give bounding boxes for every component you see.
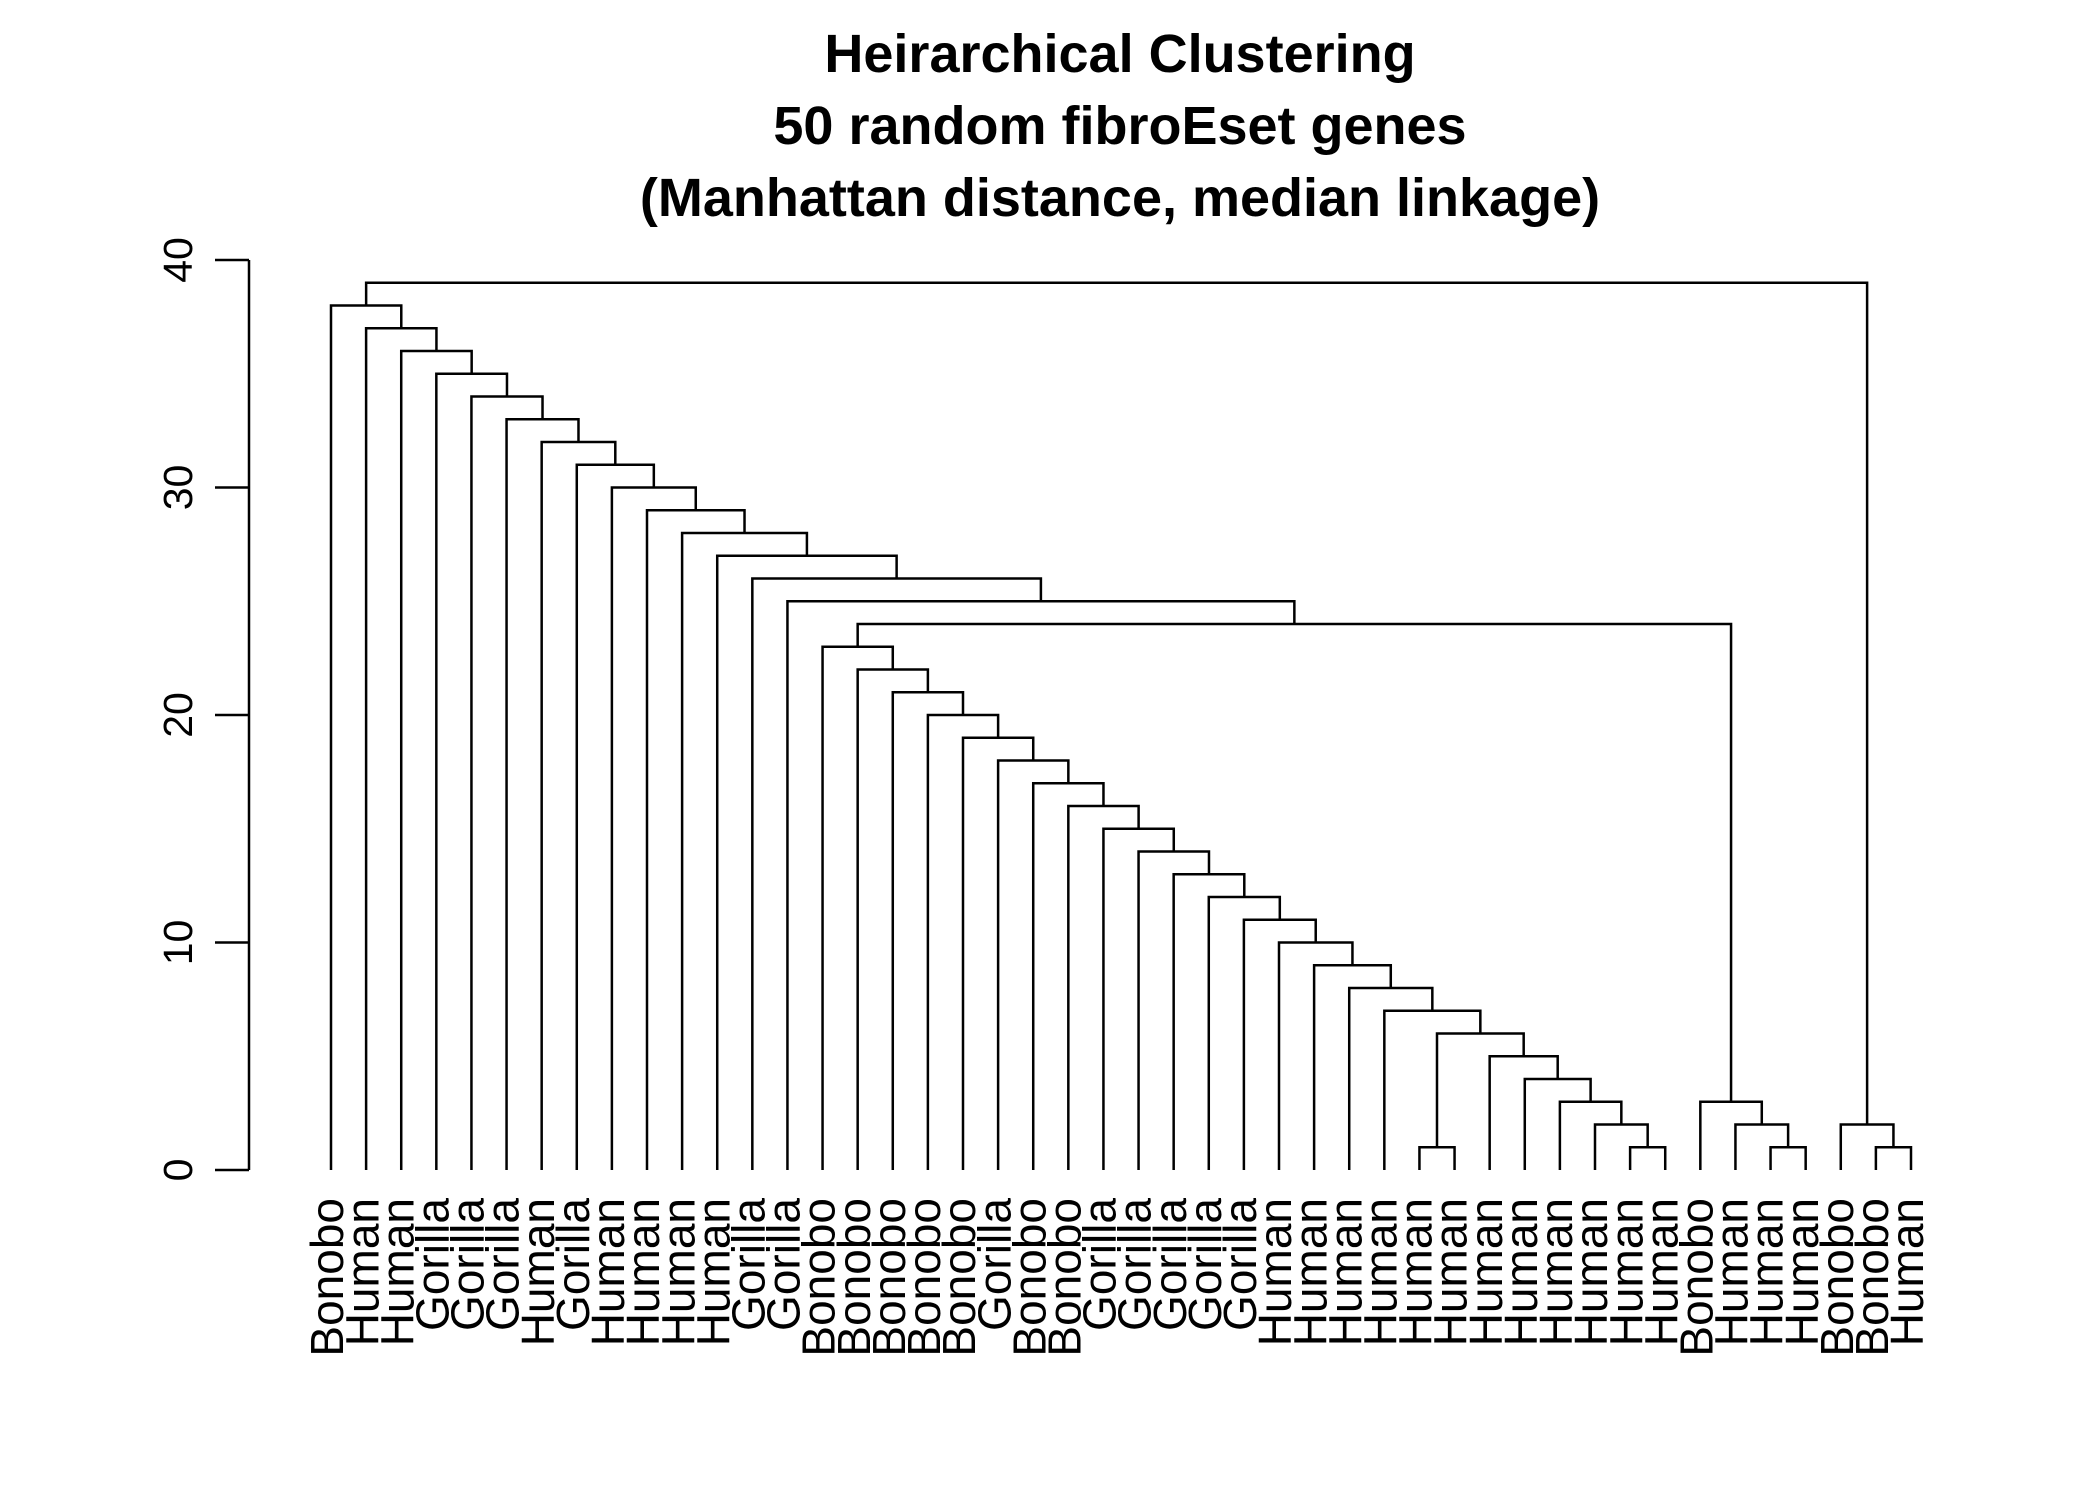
leaf-label: Bonobo: [828, 1198, 880, 1357]
dendrogram-branch: [575, 463, 656, 1170]
dendrogram-branch: [1277, 941, 1354, 1170]
chart-subtitle: 50 random fibroEset genes: [773, 96, 1466, 156]
leaf-label: Human: [1741, 1198, 1793, 1346]
dendrogram-branch: [1558, 1100, 1623, 1170]
leaf-label: Bonobo: [1670, 1198, 1722, 1357]
dendrogram-branch: [1347, 986, 1434, 1170]
leaf-label: Bonobo: [793, 1198, 845, 1357]
leaf-label: Human: [1354, 1198, 1406, 1346]
y-tick-label: 10: [155, 920, 201, 966]
leaf-label: Human: [617, 1198, 669, 1346]
leaf-label: Bonobo: [1811, 1198, 1863, 1357]
leaf-label: Gorilla: [477, 1198, 529, 1331]
leaf-label: Gorilla: [1144, 1198, 1196, 1331]
dendrogram-branch: [856, 622, 1733, 1102]
leaf-label: Human: [582, 1198, 634, 1346]
leaf-label: Human: [1600, 1198, 1652, 1346]
leaf-label: Gorilla: [547, 1198, 599, 1331]
leaf-label: Human: [1706, 1198, 1758, 1346]
leaf-label: Human: [1249, 1198, 1301, 1346]
leaf-label: Bonobo: [1003, 1198, 1055, 1357]
leaf-label: Human: [1776, 1198, 1828, 1346]
dendrogram-branch: [1418, 1146, 1456, 1170]
leaf-label: Human: [1319, 1198, 1371, 1346]
leaf-label: Human: [1530, 1198, 1582, 1346]
dendrogram-branch: [1699, 1100, 1764, 1170]
chart-title: Heirarchical Clustering: [824, 24, 1415, 84]
leaf-label: Bonobo: [1038, 1198, 1090, 1357]
dendrogram-branch: [1435, 1032, 1525, 1148]
leaf-label: Human: [1881, 1198, 1933, 1346]
dendrogram-branch: [645, 509, 746, 1170]
leaf-label: Human: [1390, 1198, 1442, 1346]
dendrogram-branch: [1628, 1146, 1667, 1170]
leaf-label: Gorilla: [1109, 1198, 1161, 1331]
leaf-label: Human: [512, 1198, 564, 1346]
leaf-label: Bonobo: [863, 1198, 915, 1357]
leaf-label: Human: [371, 1198, 423, 1346]
dendrogram-branch: [364, 281, 1869, 1125]
leaf-label: Gorilla: [1214, 1198, 1266, 1331]
chart-subtitle: (Manhattan distance, median linkage): [640, 168, 1600, 228]
y-tick-label: 40: [155, 237, 201, 283]
leaf-label: Bonobo: [1846, 1198, 1898, 1357]
y-tick-label: 20: [155, 692, 201, 738]
dendrogram-branch: [1312, 964, 1393, 1170]
leaf-label: Human: [336, 1198, 388, 1346]
y-tick-label: 30: [155, 465, 201, 511]
leaf-label: Gorilla: [758, 1198, 810, 1331]
leaf-label: Human: [687, 1198, 739, 1346]
leaf-label: Human: [1565, 1198, 1617, 1346]
y-tick-label: 0: [155, 1159, 201, 1182]
leaf-label: Bonobo: [898, 1198, 950, 1357]
leaf-label: Human: [1635, 1198, 1687, 1346]
dendrogram-branch: [540, 440, 617, 1170]
leaf-label: Human: [652, 1198, 704, 1346]
dendrogram-branch: [786, 600, 1296, 1170]
leaf-label: Human: [1460, 1198, 1512, 1346]
leaf-label: Bonobo: [301, 1198, 353, 1357]
dendrogram-branch: [1874, 1146, 1913, 1170]
leaf-label: Gorilla: [1179, 1198, 1231, 1331]
leaf-label: Gorilla: [406, 1198, 458, 1331]
leaf-label: Gorilla: [968, 1198, 1020, 1331]
leaf-label: Human: [1425, 1198, 1477, 1346]
leaf-label: Human: [1284, 1198, 1336, 1346]
leaf-label: Gorilla: [442, 1198, 494, 1331]
leaf-label: Bonobo: [933, 1198, 985, 1357]
dendrogram-branch: [1769, 1146, 1807, 1170]
leaf-label: Gorilla: [722, 1198, 774, 1331]
leaf-label: Gorilla: [1074, 1198, 1126, 1331]
dendrogram-branch: [1523, 1077, 1592, 1170]
leaf-label: Human: [1495, 1198, 1547, 1346]
